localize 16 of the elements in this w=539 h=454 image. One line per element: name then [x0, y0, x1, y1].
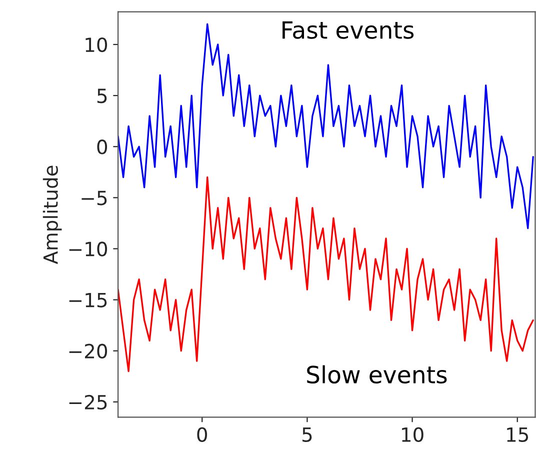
- series-label: Fast events: [282, 21, 414, 39]
- line-series: [118, 23, 534, 230]
- series-label: Slow events: [307, 365, 447, 384]
- y-tick-label: 5: [97, 88, 107, 104]
- x-tick-label: 0: [197, 427, 208, 442]
- y-tick-label: −10: [69, 242, 108, 256]
- y-tick-label: −20: [69, 344, 108, 359]
- x-tick-label: 10: [402, 427, 424, 442]
- y-tick-label: −25: [69, 394, 107, 410]
- y-tick-label: 0: [97, 140, 108, 154]
- y-tick-label: −5: [82, 190, 107, 206]
- y-tick-label: −15: [69, 293, 107, 308]
- y-axis-title: Amplitude: [42, 166, 62, 264]
- x-tick-label: 15: [507, 428, 528, 442]
- x-tick-label: 5: [302, 428, 312, 442]
- y-tick-label: 10: [86, 37, 108, 52]
